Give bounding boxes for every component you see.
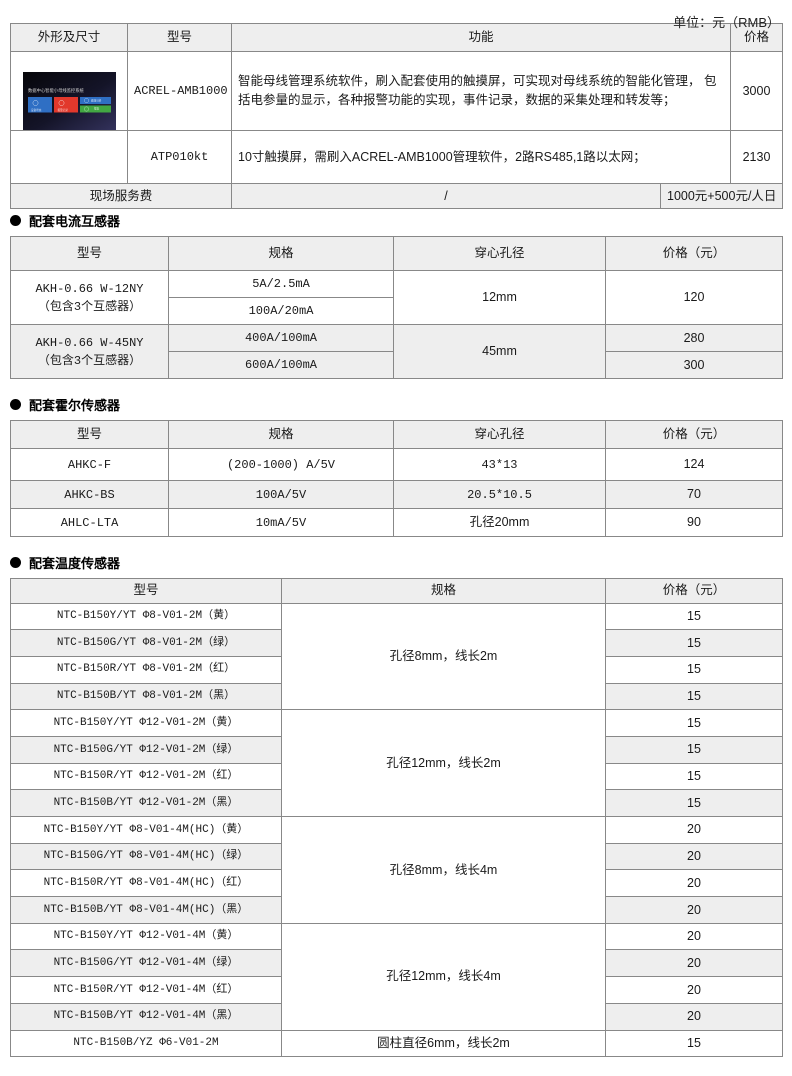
svg-text:设备状态: 设备状态 bbox=[31, 108, 42, 112]
svg-text:健康分析: 健康分析 bbox=[91, 99, 102, 103]
svg-text:报表: 报表 bbox=[94, 107, 100, 111]
svg-text:报警记录: 报警记录 bbox=[57, 108, 68, 112]
svg-text:数据中心智能小母线监控系统: 数据中心智能小母线监控系统 bbox=[28, 87, 85, 94]
